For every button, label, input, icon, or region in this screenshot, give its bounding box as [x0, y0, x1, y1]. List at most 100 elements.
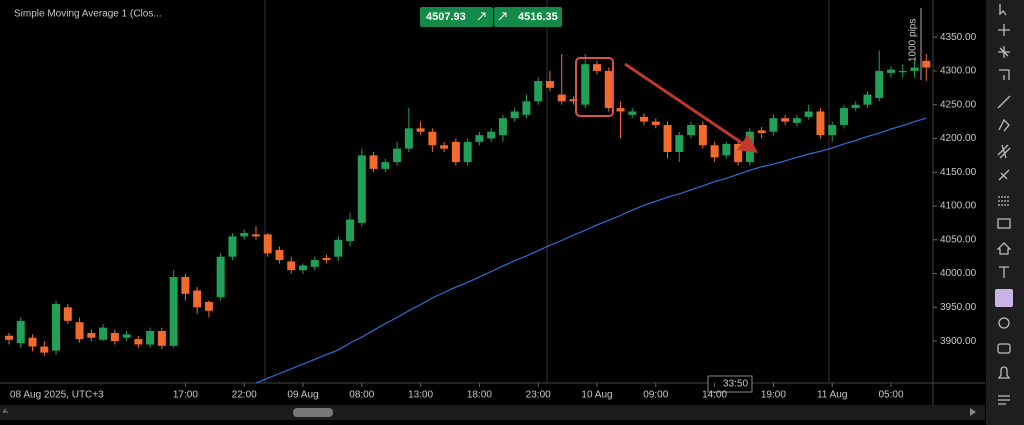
candle-body	[110, 333, 119, 342]
tool-channel[interactable]	[997, 144, 1011, 159]
candle-body	[510, 111, 519, 119]
candle-body	[781, 118, 790, 122]
tool-crosshair[interactable]	[998, 24, 1010, 36]
highlight-box[interactable]	[575, 57, 614, 117]
candle-body	[687, 124, 696, 136]
candle-body	[487, 131, 496, 139]
pips-label: 1000 pips	[908, 19, 919, 62]
x-tick-label: 08:00	[349, 390, 374, 401]
candle-body	[557, 94, 566, 102]
y-tick-label: 4000.00	[940, 268, 977, 279]
y-tick-label: 4250.00	[940, 99, 977, 110]
buy-button[interactable]	[494, 7, 562, 27]
countdown-box	[707, 375, 753, 393]
candle-body	[299, 265, 307, 271]
tool-pen[interactable]	[998, 118, 1010, 132]
candle-body	[251, 234, 260, 237]
tool-camera[interactable]	[997, 343, 1011, 354]
scrollbar[interactable]	[0, 405, 985, 420]
candle-body	[569, 99, 578, 102]
candle-body	[52, 303, 61, 351]
candle-body	[922, 60, 931, 68]
candle-body	[545, 81, 554, 88]
x-tick-label: 10 Aug	[581, 390, 612, 401]
candle-body	[616, 108, 625, 112]
tool-zoom[interactable]	[998, 46, 1010, 58]
y-tick-label: 4300.00	[940, 66, 977, 77]
tool-list[interactable]	[998, 395, 1010, 405]
candle-body	[393, 148, 402, 163]
y-tick-label: 4150.00	[940, 167, 977, 178]
candle-body	[839, 108, 848, 125]
candle-body	[898, 70, 907, 73]
candle-body	[216, 256, 225, 298]
tool-color[interactable]	[995, 289, 1013, 307]
tool-alert[interactable]	[997, 366, 1011, 379]
x-tick-label: 09 Aug	[287, 390, 318, 401]
y-tick-label: 4200.00	[940, 133, 977, 144]
moving-average	[255, 117, 927, 384]
tool-line[interactable]	[997, 95, 1011, 109]
candle-body	[193, 290, 202, 308]
date-label: 08 Aug 2025, UTC+3	[10, 390, 104, 401]
candle-body	[357, 155, 366, 223]
candle-body	[5, 335, 13, 340]
candle-body	[887, 69, 895, 73]
y-tick-label: 3900.00	[940, 336, 977, 347]
candle-body	[428, 131, 437, 146]
candle-body	[75, 322, 84, 340]
candle-body	[816, 111, 825, 136]
plot	[5, 50, 931, 384]
tool-levels[interactable]	[998, 196, 1010, 206]
candle-body	[16, 320, 25, 344]
scroll-left[interactable]	[2, 408, 8, 413]
candle-body	[404, 128, 413, 149]
candle-body	[157, 330, 166, 346]
x-tick-label: 14:00	[702, 390, 727, 401]
candle-body	[698, 124, 707, 146]
tool-fib[interactable]	[998, 169, 1010, 181]
candle-body	[369, 155, 378, 169]
scroll-thumb[interactable]	[293, 408, 333, 417]
candle-body	[28, 337, 37, 347]
candle-body	[87, 333, 96, 338]
tool-cursor[interactable]	[999, 4, 1007, 16]
x-tick-label: 19:00	[761, 390, 786, 401]
x-tick-label: 09:00	[643, 390, 668, 401]
candle-body	[63, 307, 72, 321]
arrow[interactable]	[624, 62, 746, 147]
tool-rect[interactable]	[997, 218, 1011, 229]
candle-body	[828, 124, 837, 136]
toolbar	[986, 0, 1024, 425]
y-tick-label: 3950.00	[940, 302, 977, 313]
tool-text[interactable]	[999, 266, 1009, 278]
candle-body	[640, 116, 649, 122]
icon	[477, 12, 486, 21]
x-tick-label: 18:00	[467, 390, 492, 401]
candle-body	[310, 260, 319, 267]
candle-body	[628, 111, 637, 115]
candle-body	[910, 67, 919, 71]
tool-opacity[interactable]	[998, 317, 1010, 329]
tool-scale[interactable]	[999, 69, 1010, 80]
candle-body	[287, 261, 296, 271]
candle-body	[769, 118, 778, 132]
candle-body	[804, 111, 813, 117]
y-tick-label: 4050.00	[940, 234, 977, 245]
y-tick-label: 4100.00	[940, 201, 977, 212]
candle-body	[734, 143, 743, 163]
candle-body	[534, 81, 543, 102]
candle-body	[863, 94, 872, 105]
sell-button[interactable]	[420, 7, 493, 27]
indicator-label: Simple Moving Average 1 (Clos...	[14, 9, 162, 20]
candle-body	[722, 143, 731, 156]
candle-body	[134, 339, 143, 345]
candle-body	[581, 64, 590, 105]
candle-body	[122, 334, 131, 338]
scroll-right[interactable]	[970, 408, 976, 416]
tool-arrow[interactable]	[996, 242, 1012, 255]
candle-body	[875, 70, 884, 98]
candle-body	[240, 233, 249, 237]
